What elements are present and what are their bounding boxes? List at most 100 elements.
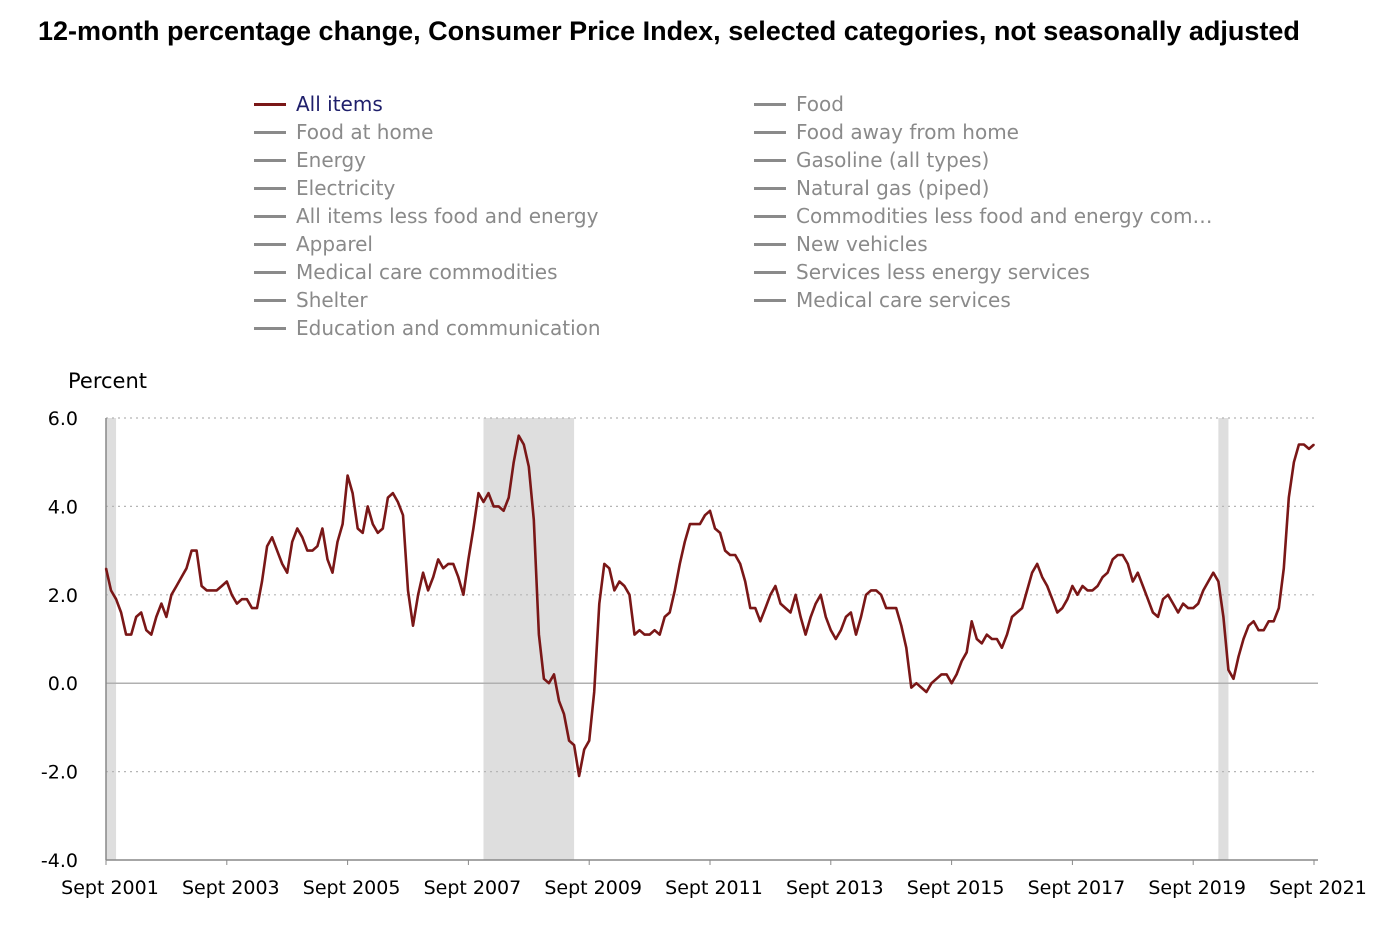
legend-item-food-at-home[interactable]: Food at home (254, 118, 601, 146)
data-point (512, 461, 515, 464)
data-point (311, 549, 314, 552)
legend-swatch (254, 102, 286, 106)
data-point (643, 633, 646, 636)
data-point (749, 607, 752, 609)
legend-item-food[interactable]: Food (754, 90, 1213, 118)
data-point (981, 642, 983, 645)
data-point (1252, 620, 1255, 623)
data-point (1262, 629, 1265, 631)
legend-swatch (254, 326, 286, 330)
legend-item-services-less-energy-services[interactable]: Services less energy services (754, 258, 1213, 286)
data-point (160, 602, 163, 605)
data-point (638, 629, 641, 631)
data-point (1177, 611, 1179, 614)
data-point (316, 545, 319, 547)
data-point (970, 620, 973, 623)
data-point (900, 624, 903, 627)
data-point (175, 585, 178, 587)
data-point (221, 585, 223, 587)
data-point (734, 554, 736, 556)
data-point (1137, 571, 1139, 574)
legend-item-commodities-less-food-and-energy-com[interactable]: Commodities less food and energy com… (754, 202, 1213, 230)
data-point (326, 558, 329, 561)
data-point (880, 594, 882, 596)
data-point (799, 616, 802, 618)
data-point (261, 580, 263, 583)
data-point (346, 474, 349, 477)
data-point (422, 571, 424, 574)
y-tick-label: -4.0 (41, 850, 78, 872)
data-point (885, 607, 887, 609)
data-point (825, 616, 827, 618)
data-point (543, 678, 545, 680)
recession-band (1218, 418, 1229, 860)
legend-item-energy[interactable]: Energy (254, 146, 601, 174)
recession-band (106, 418, 117, 860)
data-point (744, 580, 746, 583)
legend-label: New vehicles (796, 232, 928, 256)
data-point (1091, 589, 1094, 592)
data-point (1132, 580, 1134, 583)
data-point (377, 532, 379, 534)
data-point (870, 589, 872, 592)
series-layer (104, 434, 1315, 778)
legend-left-column: All items Food at home Energy Electricity Al… (254, 90, 601, 342)
data-point (1247, 624, 1250, 627)
data-point (618, 580, 621, 583)
data-point (573, 744, 575, 746)
data-point (920, 686, 923, 689)
legend-item-education-and-communication[interactable]: Education and communication (254, 314, 601, 342)
legend-item-all-items-less-food-and-energy[interactable]: All items less food and energy (254, 202, 601, 230)
legend-item-new-vehicles[interactable]: New vehicles (754, 230, 1213, 258)
legend-item-medical-care-commodities[interactable]: Medical care commodities (254, 258, 601, 286)
legend-label: All items (296, 92, 383, 116)
legend-item-shelter[interactable]: Shelter (254, 286, 601, 314)
data-point (583, 748, 585, 751)
data-point (125, 633, 127, 636)
data-point (915, 682, 918, 684)
data-point (598, 602, 601, 605)
data-point (185, 567, 188, 570)
data-point (361, 532, 364, 534)
data-point (835, 638, 837, 640)
legend-swatch (254, 242, 286, 246)
data-point (850, 611, 852, 614)
legend-item-electricity[interactable]: Electricity (254, 174, 601, 202)
data-point (1106, 571, 1109, 574)
legend-item-apparel[interactable]: Apparel (254, 230, 601, 258)
legend-swatch (754, 158, 786, 162)
data-point (991, 638, 993, 640)
gridlines (106, 417, 1318, 773)
legend-item-natural-gas-piped[interactable]: Natural gas (piped) (754, 174, 1213, 202)
data-point (719, 532, 721, 534)
data-point (487, 492, 490, 494)
legend-item-gasoline-all-types[interactable]: Gasoline (all types) (754, 146, 1213, 174)
legend-item-medical-care-services[interactable]: Medical care services (754, 286, 1213, 314)
data-point (1172, 602, 1174, 605)
legend-label: Food (796, 92, 844, 116)
data-point (950, 682, 953, 684)
data-point (674, 589, 676, 592)
data-point (190, 549, 193, 552)
data-point (1111, 558, 1114, 561)
legend-label: Services less energy services (796, 260, 1090, 284)
data-point (397, 501, 399, 503)
data-point (452, 563, 455, 565)
data-point (1061, 607, 1064, 609)
data-point (789, 611, 792, 614)
data-point (1187, 607, 1189, 609)
data-point (779, 602, 782, 605)
data-point (392, 492, 394, 494)
data-point (940, 673, 943, 676)
data-point (1202, 589, 1205, 592)
data-point (845, 616, 847, 618)
data-point (1116, 554, 1119, 556)
data-point (155, 616, 158, 618)
legend-item-all-items[interactable]: All items (254, 90, 601, 118)
data-point (1162, 598, 1164, 600)
data-point (482, 501, 485, 503)
data-point (1152, 611, 1154, 614)
legend-item-food-away-from-home[interactable]: Food away from home (754, 118, 1213, 146)
data-point (477, 492, 480, 494)
